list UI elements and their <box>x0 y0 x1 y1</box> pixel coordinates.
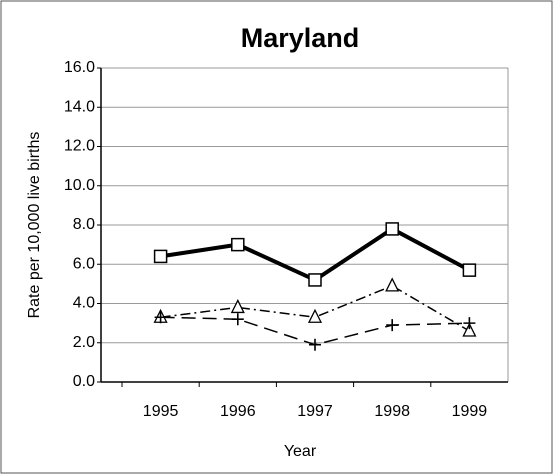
y-tick-label: 12.0 <box>64 138 95 155</box>
x-axis-label: Year <box>284 443 317 460</box>
x-tick-label: 1995 <box>143 403 179 420</box>
y-tick-label: 10.0 <box>64 177 95 194</box>
marker-square <box>153 249 168 264</box>
marker-triangle <box>385 277 400 292</box>
marker-triangle <box>462 322 477 337</box>
chart-title: Maryland <box>241 23 360 53</box>
marker-plus <box>309 338 321 351</box>
marker-square <box>385 222 399 236</box>
y-tick-label: 8.0 <box>73 216 95 233</box>
x-tick-label: 1999 <box>452 403 488 420</box>
marker-triangle <box>307 308 323 323</box>
y-tick-label: 2.0 <box>73 334 95 351</box>
marker-plus <box>463 317 476 330</box>
y-tick-label: 14.0 <box>64 98 95 115</box>
x-tick-label: 1996 <box>220 403 256 420</box>
x-tick-label: 1998 <box>374 403 410 420</box>
marker-square <box>231 237 245 252</box>
y-tick-label: 0.0 <box>73 373 95 390</box>
y-tick-label: 6.0 <box>73 255 95 272</box>
y-tick-label: 4.0 <box>73 295 95 312</box>
marker-triangle <box>230 298 245 314</box>
marker-square <box>462 263 477 277</box>
y-axis-label: Rate per 10,000 live births <box>26 132 43 319</box>
marker-square <box>308 273 322 287</box>
marker-plus <box>386 319 399 332</box>
marker-plus <box>154 311 167 324</box>
x-tick-label: 1997 <box>297 403 333 420</box>
marker-plus <box>231 313 244 326</box>
y-tick-label: 16.0 <box>64 59 95 76</box>
